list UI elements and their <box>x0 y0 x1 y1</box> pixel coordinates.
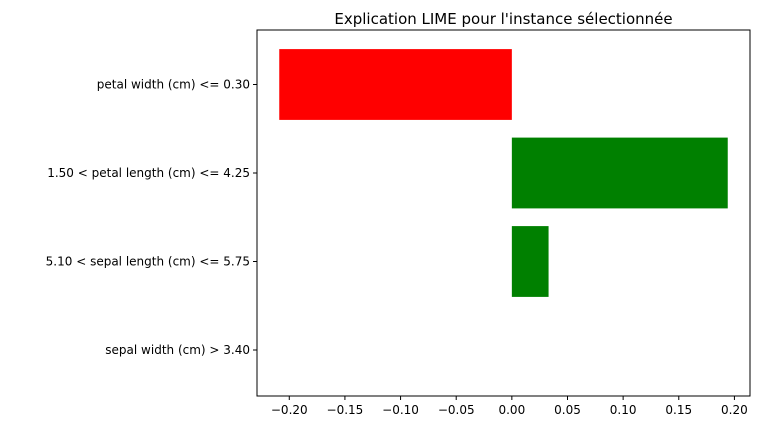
plot-frame <box>256 29 751 397</box>
x-tick-label: 0.05 <box>554 403 581 417</box>
x-tick-label: 0.10 <box>610 403 637 417</box>
x-tick-label: 0.15 <box>665 403 692 417</box>
x-tick-label: 0.20 <box>721 403 748 417</box>
y-tick-label: 1.50 < petal length (cm) <= 4.25 <box>47 166 250 180</box>
bar-2 <box>511 226 549 297</box>
x-tick-label: −0.10 <box>382 403 419 417</box>
y-tick-label: petal width (cm) <= 0.30 <box>97 78 250 92</box>
x-tick-label: −0.05 <box>438 403 475 417</box>
y-axis-ticks: petal width (cm) <= 0.30 1.50 < petal len… <box>46 78 257 357</box>
x-tick-label: −0.20 <box>271 403 308 417</box>
bar-1 <box>511 137 728 209</box>
bar-0 <box>279 49 512 120</box>
bars-group <box>279 49 728 297</box>
x-axis-ticks: −0.20 −0.15 −0.10 −0.05 0.00 0.05 0.10 0.15 0.20 <box>271 396 748 417</box>
x-tick-label: 0.00 <box>498 403 525 417</box>
y-tick-label: sepal width (cm) > 3.40 <box>105 343 250 357</box>
chart-title: Explication LIME pour l'instance sélecti… <box>334 10 672 28</box>
x-tick-label: −0.15 <box>327 403 364 417</box>
y-tick-label: 5.10 < sepal length (cm) <= 5.75 <box>46 255 250 269</box>
